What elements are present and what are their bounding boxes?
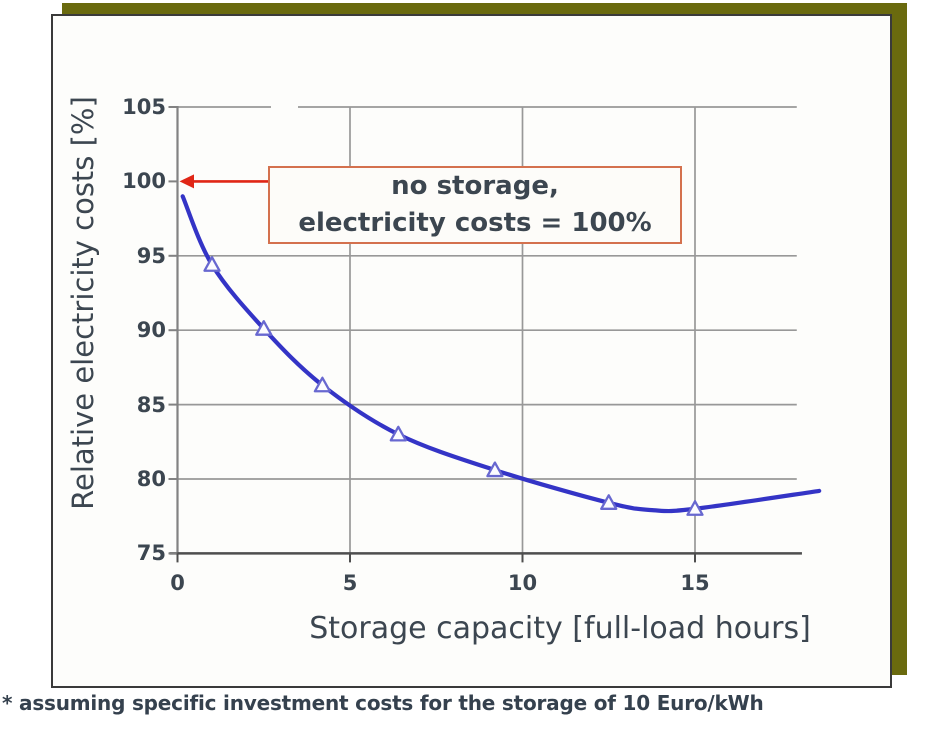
data-point-marker <box>203 256 221 272</box>
x-tick-label: 0 <box>170 571 185 595</box>
x-tick-label: 15 <box>680 571 710 595</box>
y-tick-label: 90 <box>136 318 166 343</box>
y-tick-label: 80 <box>136 467 166 491</box>
annotation-line2: electricity costs = 100% <box>298 208 652 238</box>
y-tick-label: 105 <box>122 95 166 119</box>
data-point-marker <box>313 376 332 393</box>
x-tick-label: 5 <box>342 571 358 595</box>
data-point-marker <box>389 425 407 442</box>
x-axis-title: Storage capacity [full-load hours] <box>309 611 811 646</box>
y-tick-label: 75 <box>136 541 166 566</box>
annotation-line1: no storage, <box>391 171 559 201</box>
y-tick-label: 85 <box>136 392 166 417</box>
chart-card <box>51 14 892 688</box>
data-point-marker <box>600 494 618 510</box>
data-point-marker <box>486 461 504 478</box>
data-point-marker <box>686 500 704 516</box>
x-tick-label: 10 <box>507 571 538 595</box>
y-tick-label: 95 <box>136 243 166 268</box>
y-axis-title: Relative electricity costs [%] <box>66 96 100 510</box>
data-point-marker <box>255 320 273 336</box>
annotation-box: no storage, electricity costs = 100% <box>268 166 682 244</box>
annotation-arrow-head <box>179 174 194 189</box>
cost-curve <box>180 194 822 514</box>
footnote: * assuming specific investment costs for… <box>2 691 764 715</box>
y-tick-label: 100 <box>122 169 166 194</box>
